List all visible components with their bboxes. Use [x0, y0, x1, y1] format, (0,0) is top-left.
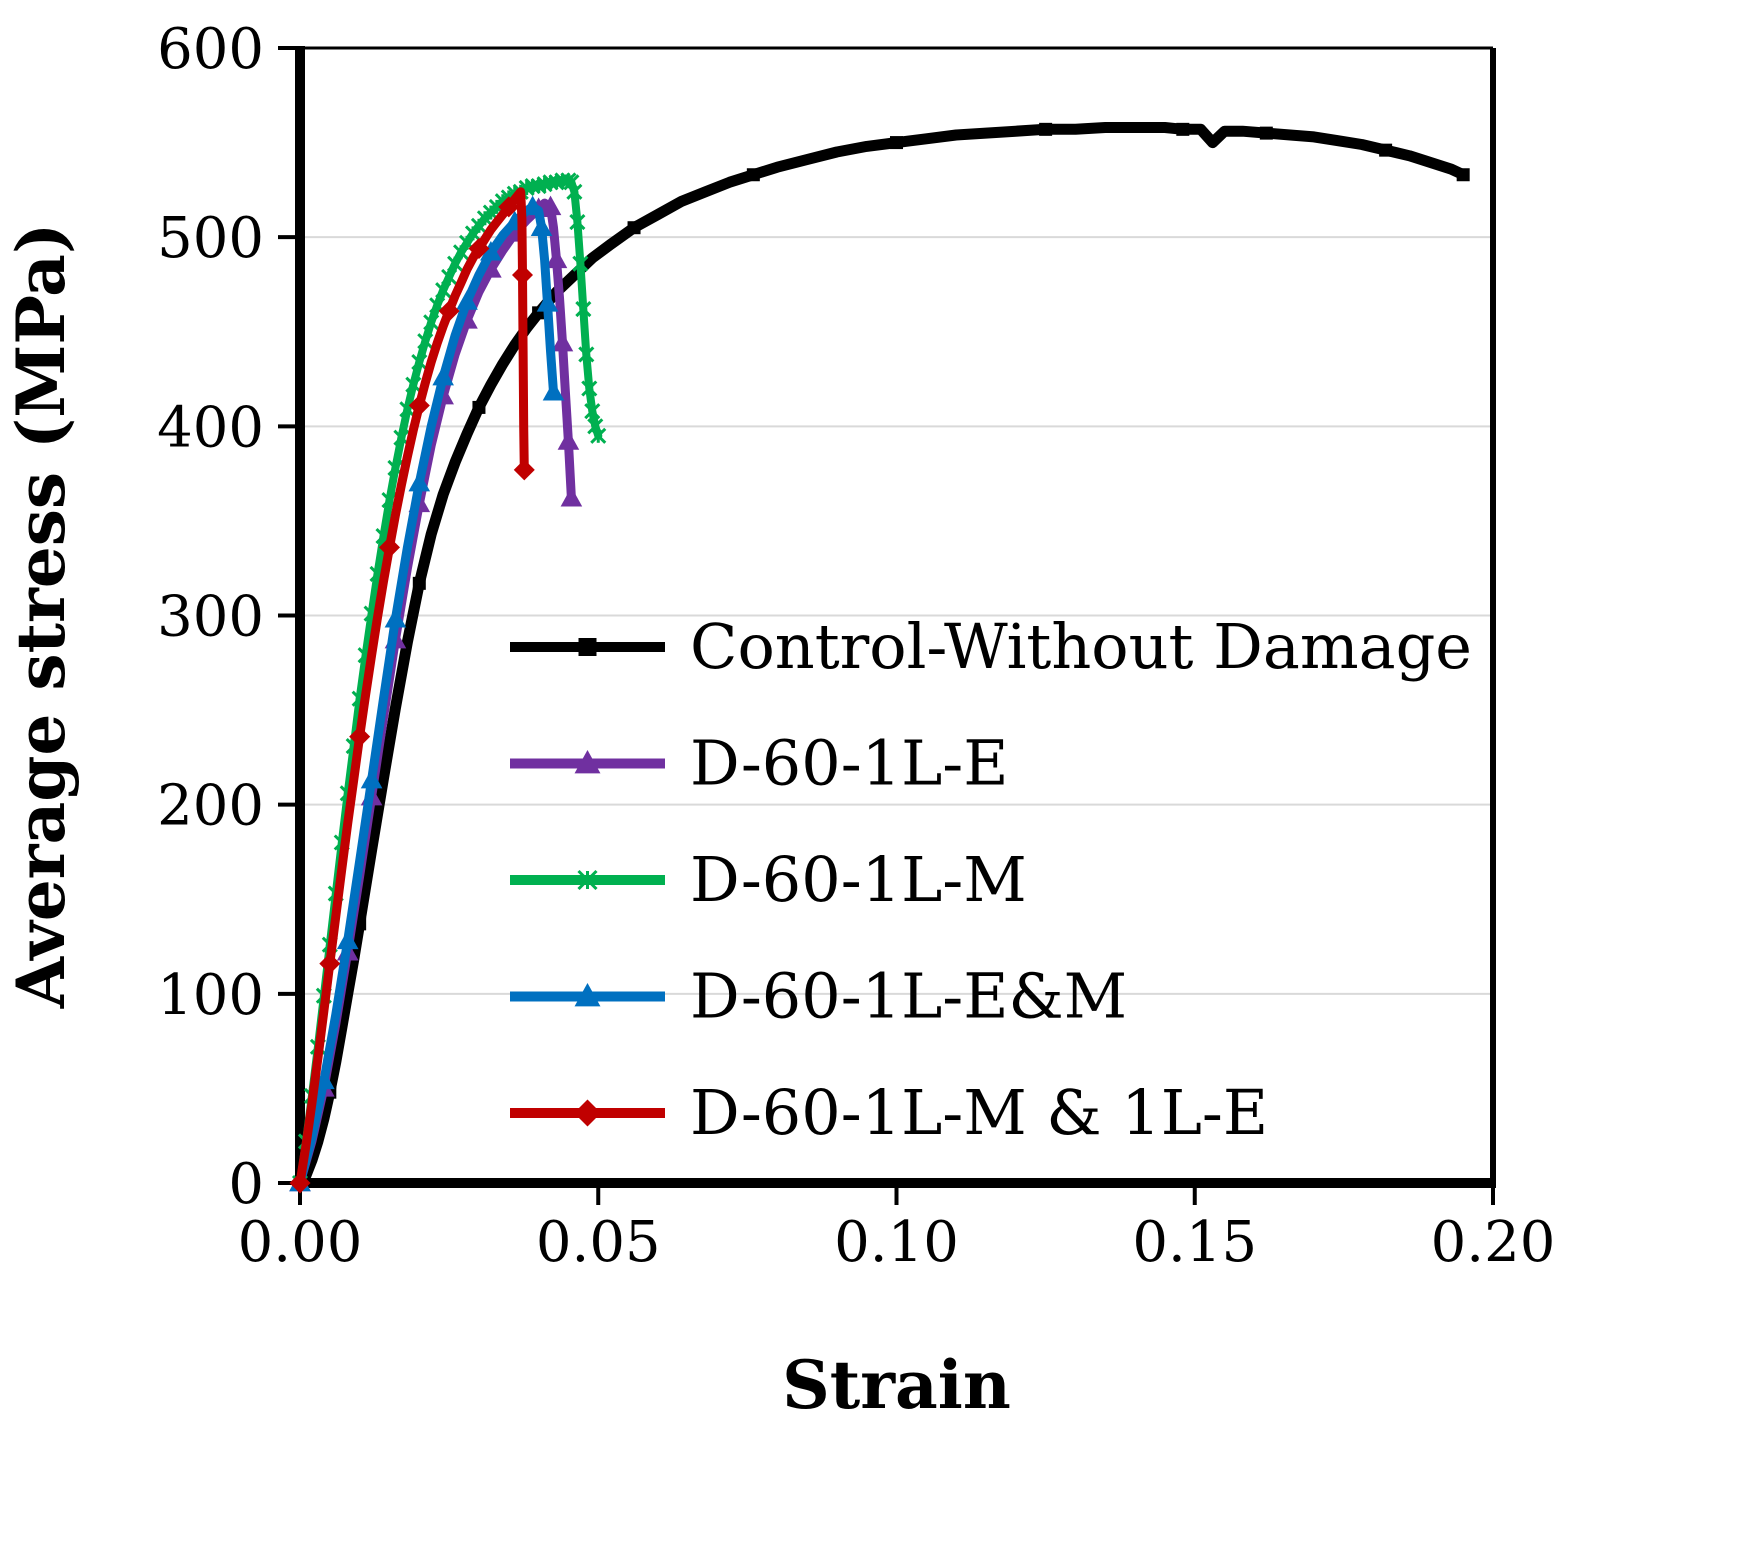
legend-item-0: Control-Without Damage: [510, 610, 1472, 683]
legend-label: Control-Without Damage: [690, 610, 1472, 683]
x-tick-label: 0.10: [834, 1210, 959, 1275]
x-tick-label: 0.05: [536, 1210, 661, 1275]
legend-item-2: D-60-1L-M: [510, 843, 1027, 916]
y-tick-label: 500: [157, 206, 264, 271]
x-tick-label: 0.15: [1132, 1210, 1257, 1275]
axis-tick-labels: 0 100 200 300 400 500 600 0.00 0.05 0.10 0.15 0.20: [157, 17, 1555, 1275]
legend-item-3: D-60-1L-E&M: [510, 960, 1127, 1033]
legend: Control-Without Damage D-60-1L-E D-60-1L-M…: [510, 610, 1472, 1149]
series-markers: [289, 196, 535, 1194]
gridlines: [300, 236, 1493, 995]
y-tick-label: 200: [157, 774, 264, 839]
legend-label: D-60-1L-M: [690, 843, 1027, 916]
legend-item-4: D-60-1L-M & 1L-E: [510, 1076, 1268, 1149]
x-tick-label: 0.20: [1431, 1210, 1556, 1275]
series-4: [289, 187, 535, 1194]
y-tick-label: 400: [157, 395, 264, 460]
series-line: [294, 122, 1469, 1189]
x-tick-label: 0.00: [238, 1210, 363, 1275]
y-tick-label: 0: [228, 1152, 264, 1217]
series-line: [295, 187, 529, 1188]
legend-label: D-60-1L-M & 1L-E: [690, 1076, 1268, 1149]
legend-item-1: D-60-1L-E: [510, 727, 1008, 800]
y-tick-label: 600: [157, 17, 264, 82]
legend-label: D-60-1L-E: [690, 727, 1008, 800]
x-axis-title: Strain: [782, 1346, 1011, 1424]
legend-label: D-60-1L-E&M: [690, 960, 1127, 1033]
y-tick-label: 100: [157, 963, 264, 1028]
y-tick-label: 300: [157, 585, 264, 650]
y-axis-title: Average stress (MPa): [2, 223, 80, 1009]
